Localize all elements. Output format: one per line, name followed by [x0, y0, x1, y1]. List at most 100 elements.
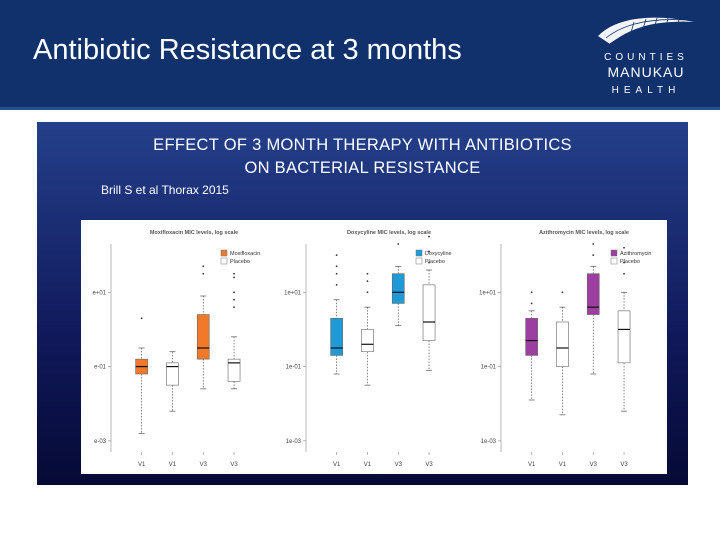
header-divider [0, 107, 720, 110]
outlier-point [561, 291, 564, 294]
box-iqr [330, 317, 343, 356]
logo-text-counties: COUNTIES [604, 52, 688, 63]
box-iqr [617, 310, 631, 364]
logo-text-health: HEALTH [611, 85, 681, 96]
outlier-point [335, 265, 338, 268]
outlier-point [233, 272, 235, 275]
outlier-point [623, 261, 625, 264]
x-tick-label: V3 [590, 462, 598, 468]
box-iqr [422, 284, 436, 341]
outlier-point [366, 291, 369, 294]
chart-title: Doxycyline MIC levels, log scale [347, 230, 431, 236]
logo-text-manukau: MANUKAU [607, 64, 685, 80]
chart-title: Azithromycin MIC levels, log scale [539, 230, 629, 236]
outlier-point [397, 243, 400, 245]
y-tick-label: 1e-03 [481, 439, 497, 445]
x-tick-label: V1 [333, 462, 341, 468]
slide-header: Antibiotic Resistance at 3 months COUNTI… [0, 0, 720, 107]
y-tick-label: e-01 [94, 365, 107, 371]
box-iqr [586, 273, 600, 315]
x-tick-label: V1 [169, 462, 177, 468]
outlier-point [530, 302, 533, 305]
outlier-point [233, 306, 235, 309]
box-iqr [227, 358, 241, 382]
box-plot [196, 265, 210, 390]
outlier-point [428, 250, 430, 253]
outlier-point [428, 261, 430, 264]
outlier-point [233, 291, 235, 294]
box-iqr [166, 362, 179, 386]
chart-panel-1: Moxifloxacin MIC levels, log scale e+01 e-… [92, 230, 260, 468]
y-tick-label: 1e-01 [286, 365, 302, 371]
x-tick-label: V1 [138, 462, 146, 468]
legend-label: Placebo [620, 259, 640, 265]
outlier-point [623, 246, 625, 249]
legend-label: Doxycyline [425, 251, 452, 257]
legend-label: Moxifloxacin [230, 251, 260, 257]
panel-title-line-1: EFFECT OF 3 MONTH THERAPY WITH ANTIBIOTI… [153, 136, 572, 154]
outlier-point [140, 317, 143, 320]
chart-panel-2: Doxycyline MIC levels, log scale 1e+01 1e-… [284, 230, 451, 468]
y-tick-label: 1e+01 [284, 290, 302, 296]
box-plot [586, 243, 600, 375]
outlier-point [335, 272, 338, 275]
legend-label: Azithromycin [620, 251, 651, 257]
chart-title: Moxifloxacin MIC levels, log scale [150, 230, 238, 236]
boxplot-svg: Moxifloxacin MIC levels, log scale e+01 e-… [92, 230, 651, 468]
panel-title-line-2: ON BACTERIAL RESISTANCE [244, 159, 481, 177]
box-plot [556, 291, 569, 416]
logo-wave-icon [598, 17, 694, 45]
slide-title: Antibiotic Resistance at 3 months [33, 34, 462, 66]
legend-swatch [610, 257, 618, 265]
y-tick-label: e-03 [94, 439, 107, 445]
x-tick-label: V1 [559, 462, 567, 468]
counties-manukau-logo: COUNTIES MANUKAU HEALTH [596, 14, 696, 100]
outlier-point [530, 291, 533, 294]
x-tick-label: V3 [395, 462, 403, 468]
outlier-point [335, 283, 338, 286]
y-tick-label: 1e-01 [481, 365, 497, 371]
legend-label: Placebo [230, 259, 250, 265]
box-iqr [391, 273, 405, 304]
y-tick-label: e+01 [92, 290, 106, 296]
x-tick-label: V1 [528, 462, 536, 468]
outlier-point [335, 254, 338, 257]
legend-swatch [415, 257, 423, 265]
boxplot-figure: Moxifloxacin MIC levels, log scale e+01 e-… [81, 220, 667, 474]
figure-panel: EFFECT OF 3 MONTH THERAPY WITH ANTIBIOTI… [37, 122, 688, 485]
outlier-point [366, 280, 369, 283]
y-tick-label: 1e+01 [479, 290, 497, 296]
x-tick-label: V3 [620, 462, 628, 468]
outlier-point [623, 272, 625, 275]
outlier-point [428, 235, 430, 238]
legend-swatch [415, 249, 423, 257]
legend-swatch [220, 249, 228, 257]
box-plot [361, 272, 374, 386]
outlier-point [233, 298, 235, 301]
outlier-point [592, 243, 595, 245]
box-plot [330, 254, 343, 375]
box-plot [422, 235, 436, 371]
y-tick-label: 1e-03 [286, 439, 302, 445]
box-iqr [525, 317, 538, 356]
x-tick-label: V3 [230, 462, 238, 468]
box-iqr [196, 314, 210, 360]
box-plot [135, 317, 148, 434]
citation: Brill S et al Thorax 2015 [101, 183, 229, 197]
outlier-point [202, 265, 205, 268]
box-plot [617, 246, 631, 412]
outlier-point [366, 272, 369, 275]
x-tick-label: V3 [425, 462, 433, 468]
legend-swatch [220, 257, 228, 265]
chart-panel-3: Azithromycin MIC levels, log scale 1e+01 1… [479, 230, 651, 468]
outlier-point [202, 272, 205, 275]
box-iqr [556, 321, 569, 367]
legend-swatch [610, 249, 618, 257]
box-plot [227, 272, 241, 390]
box-iqr [361, 329, 374, 353]
outlier-point [592, 254, 595, 257]
x-tick-label: V1 [364, 462, 372, 468]
box-plot [166, 351, 179, 412]
outlier-point [233, 276, 235, 279]
box-plot [525, 291, 538, 401]
